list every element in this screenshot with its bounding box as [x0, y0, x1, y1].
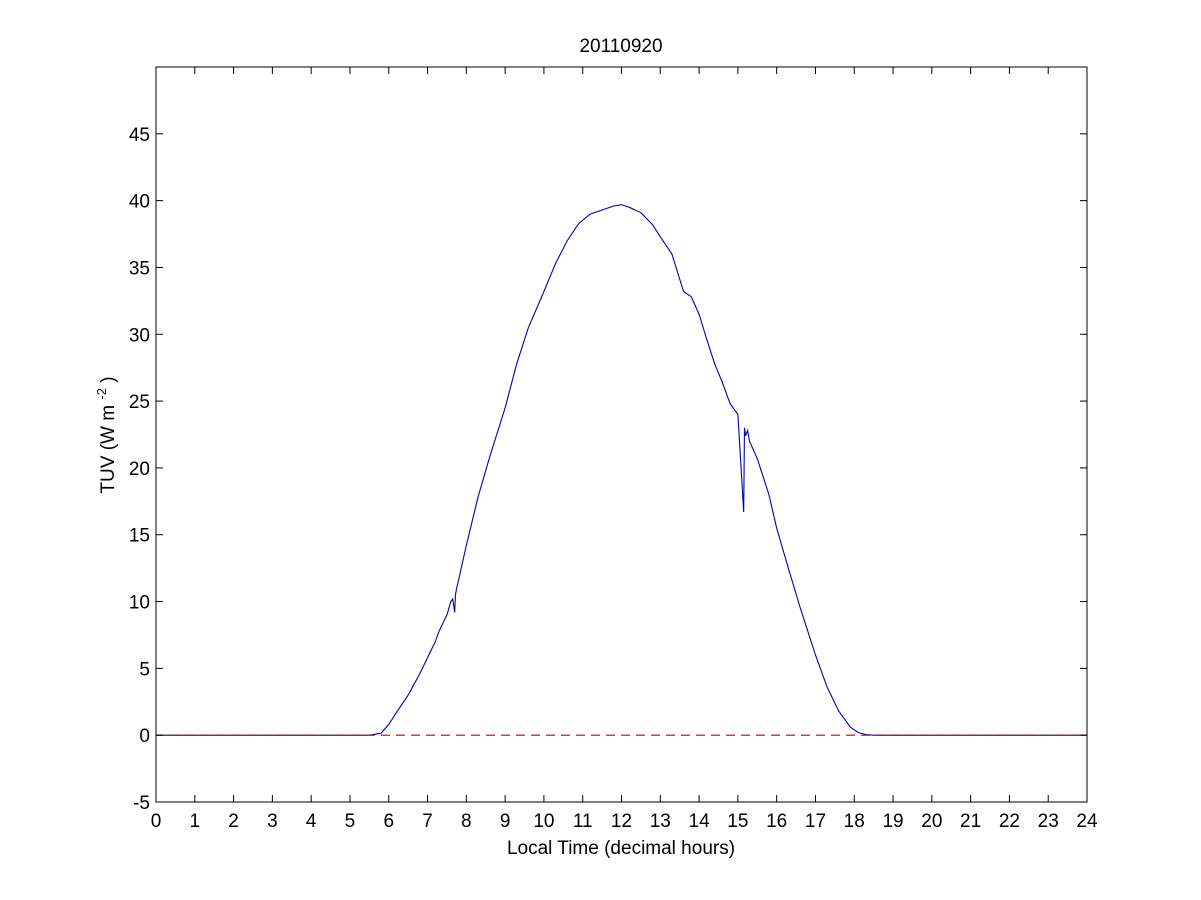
- x-tick-label: 2: [228, 811, 239, 832]
- x-tick-label: 24: [1076, 811, 1098, 832]
- x-tick-label: 6: [383, 811, 394, 832]
- y-tick-label: 40: [129, 192, 150, 213]
- x-tick-label: 10: [533, 811, 554, 832]
- x-tick-label: 8: [461, 811, 472, 832]
- x-tick-label: 22: [999, 811, 1020, 832]
- tuv-series-line: [156, 204, 1087, 736]
- x-tick-label: 11: [573, 811, 593, 832]
- x-tick-label: 17: [805, 811, 826, 832]
- x-tick-label: 4: [306, 811, 317, 832]
- y-tick-label: -5: [133, 793, 150, 814]
- x-tick-label: 23: [1038, 811, 1059, 832]
- y-tick-label: 5: [139, 659, 150, 680]
- series-layer: [156, 204, 1087, 736]
- x-tick-label: 13: [650, 811, 671, 832]
- y-tick-label: 35: [129, 258, 150, 279]
- y-tick-label: 10: [129, 593, 150, 614]
- x-tick-label: 21: [960, 811, 981, 832]
- y-tick-label: 45: [129, 125, 150, 146]
- x-tick-label: 19: [882, 811, 903, 832]
- x-tick-label: 9: [500, 811, 511, 832]
- x-axis-label: Local Time (decimal hours): [507, 838, 735, 859]
- x-tick-label: 3: [267, 811, 278, 832]
- x-tick-label: 20: [921, 811, 942, 832]
- y-tick-label: 30: [129, 325, 150, 346]
- y-axis-ticks: -5 0 5 10 15 20 25 30 35 40 45: [129, 125, 1087, 814]
- x-tick-label: 15: [727, 811, 748, 832]
- y-tick-label: 15: [129, 526, 150, 547]
- x-tick-label: 18: [844, 811, 865, 832]
- y-axis-label: TUV (W m -2 ): [90, 376, 119, 493]
- y-axis-label-superscript: -2: [94, 388, 109, 400]
- y-tick-label: 0: [139, 726, 150, 747]
- x-tick-label: 0: [151, 811, 162, 832]
- x-tick-label: 7: [422, 811, 433, 832]
- y-axis-label-close: ): [98, 376, 119, 382]
- x-tick-label: 1: [190, 811, 201, 832]
- x-axis-ticks: 0 1 2 3 4 5 6 7 8 9 10 11 12 13 14 15 16 17 18 19 20 21 22 23 24: [151, 67, 1098, 832]
- y-axis-label-text: TUV (W m: [98, 405, 119, 494]
- y-tick-label: 25: [129, 392, 150, 413]
- x-tick-label: 16: [766, 811, 787, 832]
- x-tick-label: 12: [611, 811, 632, 832]
- y-tick-label: 20: [129, 459, 150, 480]
- chart-title: 20110920: [579, 36, 662, 57]
- plot-area-frame: [155, 66, 1088, 803]
- x-tick-label: 5: [345, 811, 356, 832]
- x-tick-label: 14: [689, 811, 711, 832]
